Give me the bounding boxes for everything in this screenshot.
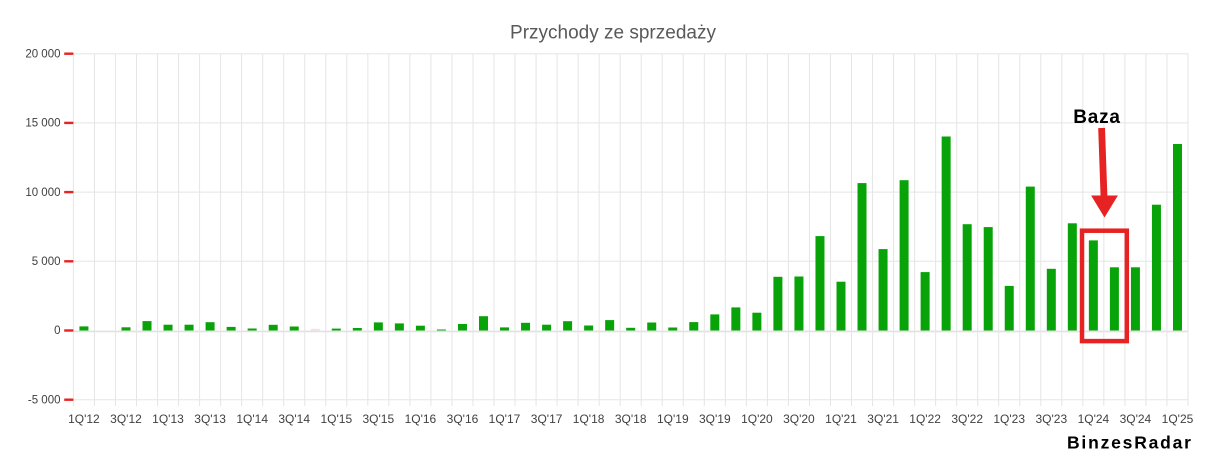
svg-text:3Q'12: 3Q'12 [110,412,142,426]
svg-text:1Q'25: 1Q'25 [1162,412,1194,426]
svg-text:5 000: 5 000 [32,256,61,268]
svg-text:1Q'18: 1Q'18 [573,412,605,426]
svg-text:3Q'23: 3Q'23 [1035,412,1067,426]
svg-text:1Q'22: 1Q'22 [909,412,941,426]
svg-text:1Q'13: 1Q'13 [152,412,184,426]
svg-text:BinzesRadar: BinzesRadar [1067,433,1193,453]
svg-text:1Q'17: 1Q'17 [489,412,521,426]
svg-text:3Q'14: 3Q'14 [278,412,310,426]
svg-text:1Q'15: 1Q'15 [320,412,352,426]
svg-text:3Q'17: 3Q'17 [531,412,563,426]
svg-text:1Q'12: 1Q'12 [68,412,100,426]
svg-text:3Q'15: 3Q'15 [362,412,394,426]
svg-text:Baza: Baza [1073,107,1121,128]
svg-text:1Q'24: 1Q'24 [1078,412,1110,426]
svg-text:-5 000: -5 000 [28,394,61,406]
svg-text:0: 0 [54,325,60,337]
svg-text:3Q'19: 3Q'19 [699,412,731,426]
svg-text:10 000: 10 000 [25,187,60,199]
svg-text:1Q'14: 1Q'14 [236,412,268,426]
svg-text:1Q'21: 1Q'21 [825,412,857,426]
svg-text:1Q'23: 1Q'23 [993,412,1025,426]
svg-text:3Q'16: 3Q'16 [447,412,479,426]
svg-text:1Q'19: 1Q'19 [657,412,689,426]
svg-text:15 000: 15 000 [25,118,60,130]
svg-text:1Q'16: 1Q'16 [405,412,437,426]
svg-text:3Q'21: 3Q'21 [867,412,899,426]
svg-text:20 000: 20 000 [25,48,60,60]
svg-text:3Q'24: 3Q'24 [1120,412,1152,426]
svg-text:3Q'18: 3Q'18 [615,412,647,426]
svg-text:1Q'20: 1Q'20 [741,412,773,426]
svg-text:3Q'22: 3Q'22 [951,412,983,426]
svg-text:Przychody ze sprzedaży: Przychody ze sprzedaży [510,23,716,44]
svg-text:3Q'13: 3Q'13 [194,412,226,426]
svg-text:3Q'20: 3Q'20 [783,412,815,426]
